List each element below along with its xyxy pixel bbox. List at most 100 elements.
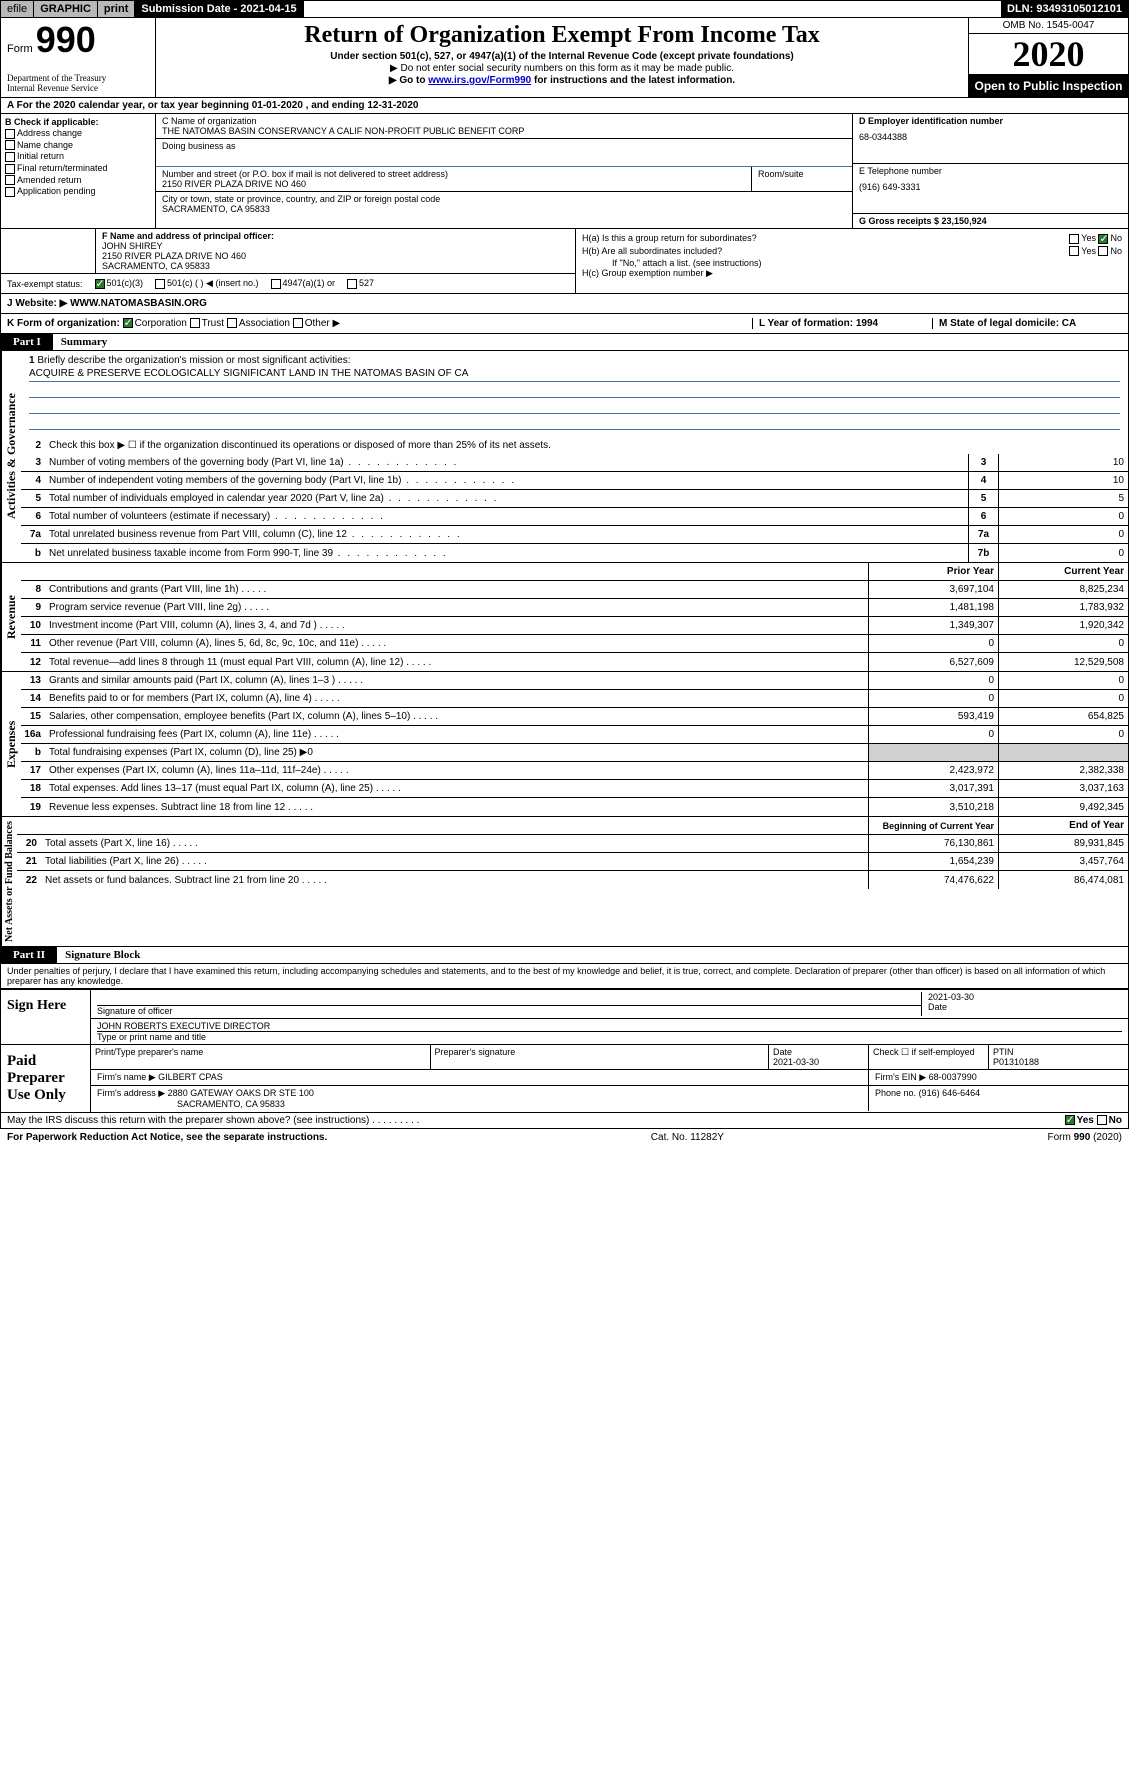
print-button[interactable]: print (98, 1, 135, 17)
firm-name: GILBERT CPAS (158, 1072, 223, 1082)
mission-text: ACQUIRE & PRESERVE ECOLOGICALLY SIGNIFIC… (29, 368, 1120, 382)
dept-label: Department of the Treasury Internal Reve… (7, 73, 149, 93)
summary-row: bNet unrelated business taxable income f… (21, 544, 1128, 562)
summary-row: 21Total liabilities (Part X, line 26) . … (17, 853, 1128, 871)
graphic-button[interactable]: GRAPHIC (34, 1, 98, 17)
firm-addr: 2880 GATEWAY OAKS DR STE 100 (168, 1088, 314, 1098)
discuss-no[interactable] (1097, 1115, 1107, 1125)
527-checkbox[interactable] (347, 279, 357, 289)
summary-row: 9Program service revenue (Part VIII, lin… (21, 599, 1128, 617)
4947-checkbox[interactable] (271, 279, 281, 289)
ptin-value: P01310188 (993, 1057, 1039, 1067)
org-name: THE NATOMAS BASIN CONSERVANCY A CALIF NO… (162, 126, 846, 136)
footer: For Paperwork Reduction Act Notice, see … (0, 1129, 1129, 1146)
submission-date: Submission Date - 2021-04-15 (135, 1, 303, 17)
summary-row: bTotal fundraising expenses (Part IX, co… (21, 744, 1128, 762)
summary-row: 18Total expenses. Add lines 13–17 (must … (21, 780, 1128, 798)
irs-link[interactable]: www.irs.gov/Form990 (428, 75, 531, 86)
ein-value: 68-0344388 (859, 132, 1122, 142)
form-header: Form 990 Department of the Treasury Inte… (0, 18, 1129, 98)
summary-row: 16aProfessional fundraising fees (Part I… (21, 726, 1128, 744)
summary-row: 20Total assets (Part X, line 16) . . . .… (17, 835, 1128, 853)
preparer-block: Paid Preparer Use Only Print/Type prepar… (0, 1045, 1129, 1113)
col-c-org-info: C Name of organization THE NATOMAS BASIN… (156, 114, 853, 228)
col-d-ein: D Employer identification number 68-0344… (853, 114, 1128, 228)
summary-row: 7aTotal unrelated business revenue from … (21, 526, 1128, 544)
firm-phone: (916) 646-6464 (919, 1088, 981, 1098)
website-value: WWW.NATOMASBASIN.ORG (70, 298, 207, 309)
part-2-header: Part II Signature Block (0, 947, 1129, 964)
assoc-checkbox[interactable] (227, 318, 237, 328)
col-b-checkboxes: B Check if applicable: Address change Na… (1, 114, 156, 228)
org-address: 2150 RIVER PLAZA DRIVE NO 460 (162, 179, 745, 189)
spacer (304, 1, 1001, 17)
paid-preparer-label: Paid Preparer Use Only (1, 1045, 91, 1112)
row-a-tax-year: A For the 2020 calendar year, or tax yea… (0, 98, 1129, 114)
summary-row: 4Number of independent voting members of… (21, 472, 1128, 490)
final-return-checkbox[interactable] (5, 164, 15, 174)
hb-no[interactable] (1098, 246, 1108, 256)
officer-name-title: JOHN ROBERTS EXECUTIVE DIRECTOR (97, 1021, 1122, 1032)
part-1-header: Part I Summary (0, 334, 1129, 351)
form-title: Return of Organization Exempt From Incom… (164, 22, 960, 49)
summary-row: 15Salaries, other compensation, employee… (21, 708, 1128, 726)
gross-receipts: G Gross receipts $ 23,150,924 (859, 216, 987, 226)
summary-row: 13Grants and similar amounts paid (Part … (21, 672, 1128, 690)
summary-row: 17Other expenses (Part IX, column (A), l… (21, 762, 1128, 780)
hb-yes[interactable] (1069, 246, 1079, 256)
row-j-website: J Website: ▶ WWW.NATOMASBASIN.ORG (0, 294, 1129, 314)
prep-date: 2021-03-30 (773, 1057, 819, 1067)
corp-checkbox[interactable] (123, 318, 133, 328)
gov-label: Activities & Governance (1, 351, 21, 562)
officer-addr: 2150 RIVER PLAZA DRIVE NO 460 (102, 251, 569, 261)
firm-ein: 68-0037990 (929, 1072, 977, 1082)
ha-yes[interactable] (1069, 234, 1079, 244)
ha-no[interactable] (1098, 234, 1108, 244)
sign-date: 2021-03-30 (928, 992, 1122, 1002)
year-formation: L Year of formation: 1994 (752, 318, 932, 329)
summary-row: 8Contributions and grants (Part VIII, li… (21, 581, 1128, 599)
top-bar: efile GRAPHIC print Submission Date - 20… (0, 0, 1129, 18)
summary-row: 11Other revenue (Part VIII, column (A), … (21, 635, 1128, 653)
trust-checkbox[interactable] (190, 318, 200, 328)
org-city: SACRAMENTO, CA 95833 (162, 204, 846, 214)
discuss-row: May the IRS discuss this return with the… (0, 1113, 1129, 1129)
501c-checkbox[interactable] (155, 279, 165, 289)
col-h-group: H(a) Is this a group return for subordin… (576, 229, 1128, 293)
summary-row: 10Investment income (Part VIII, column (… (21, 617, 1128, 635)
form-subtitle-1: Under section 501(c), 527, or 4947(a)(1)… (164, 51, 960, 62)
501c3-checkbox[interactable] (95, 279, 105, 289)
form-subtitle-3: ▶ Go to www.irs.gov/Form990 for instruct… (164, 75, 960, 86)
tax-year: 2020 (969, 34, 1128, 75)
form-prefix: Form (7, 43, 33, 55)
dln: DLN: 93493105012101 (1001, 1, 1128, 17)
summary-row: 5Total number of individuals employed in… (21, 490, 1128, 508)
summary-row: 12Total revenue—add lines 8 through 11 (… (21, 653, 1128, 671)
open-to-public: Open to Public Inspection (969, 75, 1128, 97)
form-number: 990 (36, 19, 96, 60)
amended-return-checkbox[interactable] (5, 175, 15, 185)
phone-value: (916) 649-3331 (859, 182, 1122, 192)
omb-number: OMB No. 1545-0047 (969, 18, 1128, 34)
other-checkbox[interactable] (293, 318, 303, 328)
state-domicile: M State of legal domicile: CA (932, 318, 1122, 329)
signature-block: Sign Here Signature of officer 2021-03-3… (0, 989, 1129, 1045)
initial-return-checkbox[interactable] (5, 152, 15, 162)
efile-button[interactable]: efile (1, 1, 34, 17)
application-pending-checkbox[interactable] (5, 187, 15, 197)
row-klm: K Form of organization: Corporation Trus… (0, 314, 1129, 334)
name-change-checkbox[interactable] (5, 140, 15, 150)
net-label: Net Assets or Fund Balances (1, 817, 17, 946)
firm-city: SACRAMENTO, CA 95833 (97, 1099, 285, 1109)
summary-row: 14Benefits paid to or for members (Part … (21, 690, 1128, 708)
form-ref: Form 990 (2020) (1048, 1132, 1122, 1143)
summary-row: 19Revenue less expenses. Subtract line 1… (21, 798, 1128, 816)
address-change-checkbox[interactable] (5, 129, 15, 139)
summary-row: 3Number of voting members of the governi… (21, 454, 1128, 472)
officer-city: SACRAMENTO, CA 95833 (102, 261, 569, 271)
discuss-yes[interactable] (1065, 1115, 1075, 1125)
perjury-statement: Under penalties of perjury, I declare th… (0, 964, 1129, 989)
summary-row: 22Net assets or fund balances. Subtract … (17, 871, 1128, 889)
officer-name: JOHN SHIREY (102, 241, 569, 251)
exp-label: Expenses (1, 672, 21, 816)
